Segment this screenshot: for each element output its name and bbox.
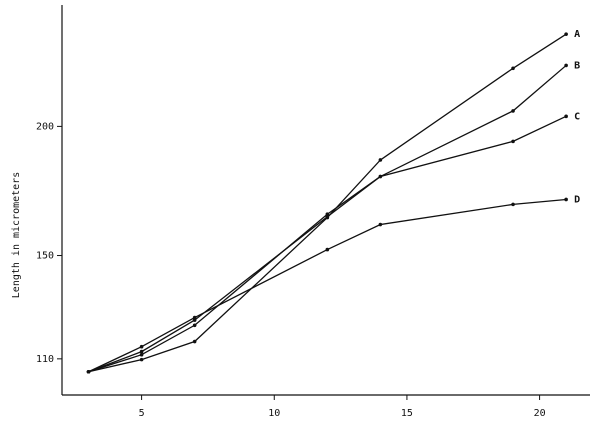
y-tick-label: 200: [36, 121, 54, 132]
y-axis-label: Length in micrometers: [11, 172, 22, 298]
data-point: [564, 197, 568, 202]
series-label: A: [574, 29, 580, 40]
data-point: [511, 109, 515, 113]
data-point: [192, 339, 197, 344]
data-point: [564, 114, 568, 119]
y-tick-label: 150: [36, 251, 54, 262]
data-point: [139, 349, 144, 354]
data-point: [192, 315, 197, 320]
data-point: [564, 63, 568, 68]
series-label: D: [574, 194, 580, 205]
data-point: [378, 158, 383, 162]
x-tick-label: 5: [139, 408, 145, 419]
x-tick-label: 10: [268, 408, 280, 419]
data-point: [139, 352, 144, 357]
series-line: [88, 198, 567, 373]
data-point: [511, 66, 515, 71]
data-point: [325, 214, 330, 219]
series-line: [88, 115, 567, 373]
y-tick-label: 110: [36, 354, 54, 365]
data-point: [564, 32, 568, 36]
data-point: [139, 357, 144, 362]
data-point: [325, 247, 330, 252]
data-point: [86, 369, 91, 374]
data-point: [378, 222, 383, 227]
data-point: [192, 318, 197, 322]
data-point: [511, 139, 515, 144]
data-point: [325, 212, 330, 217]
x-tick-label: 15: [401, 408, 413, 419]
data-point: [378, 174, 383, 179]
data-point: [192, 323, 197, 328]
data-point: [511, 202, 515, 207]
series-line: [88, 33, 567, 373]
data-point: [139, 344, 144, 349]
x-tick-label: 20: [534, 408, 546, 419]
series-label: B: [574, 60, 580, 71]
series-label: C: [574, 111, 580, 122]
